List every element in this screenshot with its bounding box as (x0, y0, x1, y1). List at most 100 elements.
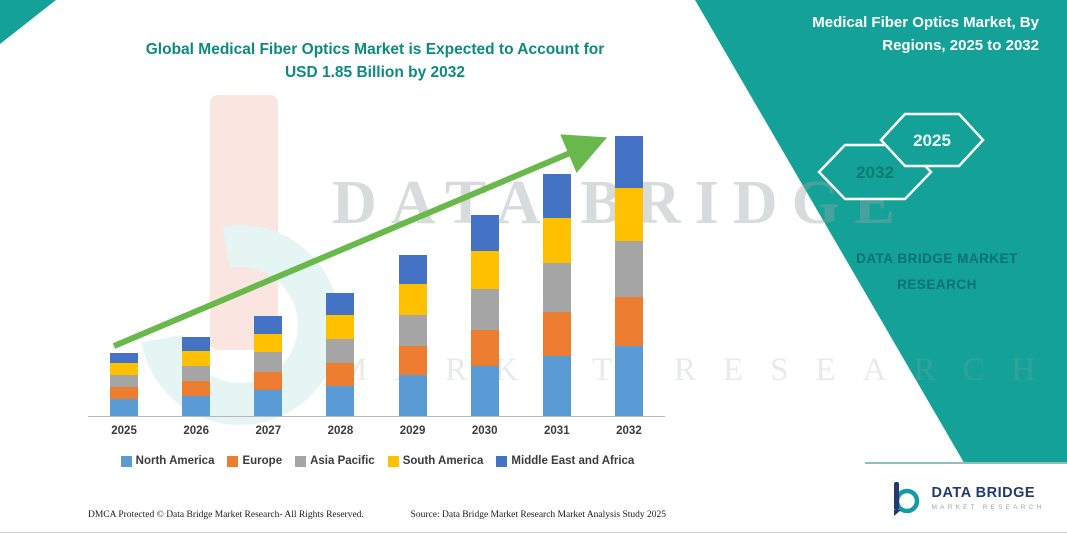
logo-title: DATA BRIDGE (931, 485, 1036, 501)
bar-cell-2030 (449, 132, 521, 416)
legend-item-south-america: South America (387, 455, 484, 467)
x-axis-label-2030: 2030 (471, 425, 498, 437)
stacked-bar-2029 (398, 255, 427, 416)
segment-2028-asia-pacific (326, 338, 355, 364)
corner-accent-triangle (0, 0, 56, 44)
stacked-bar-2030 (470, 214, 499, 416)
stacked-bar-2032 (614, 136, 643, 416)
brand-text-line2: RESEARCH (897, 276, 977, 292)
x-axis-label-2032: 2032 (616, 425, 642, 437)
segment-2029-north-america (398, 375, 427, 416)
bar-cell-2025 (88, 132, 160, 416)
segment-2028-middle-east-and-africa (326, 293, 355, 315)
legend-swatch-europe (227, 455, 239, 467)
segment-2029-europe (398, 346, 427, 376)
segment-2025-middle-east-and-africa (110, 352, 139, 364)
segment-2032-asia-pacific (614, 240, 643, 297)
segment-2030-north-america (470, 366, 499, 416)
segment-2025-south-america (110, 363, 139, 376)
chart-legend: North America Europe Asia Pacific South Ame… (85, 455, 670, 467)
x-axis-label-2029: 2029 (399, 425, 426, 437)
segment-2026-europe (182, 381, 211, 397)
bar-cell-2028 (304, 132, 376, 416)
legend-label: Asia Pacific (310, 455, 375, 467)
bar-cell-2027 (232, 132, 304, 416)
page-title-line2: USD 1.85 Billion by 2032 (284, 64, 466, 82)
segment-2026-asia-pacific (182, 366, 211, 382)
hexagon-2032-label: 2032 (856, 163, 894, 182)
stacked-bar-2027 (254, 316, 283, 416)
page-title: Global Medical Fiber Optics Market is Ex… (95, 38, 655, 85)
segment-2025-asia-pacific (110, 375, 139, 388)
segment-2031-north-america (542, 355, 571, 416)
x-axis-label-2026: 2026 (183, 425, 209, 437)
company-logo-box: DATA BRIDGE MARKET RESEARCH (865, 462, 1067, 532)
legend-swatch-south-america (387, 455, 399, 467)
legend-swatch-asia-pacific (295, 455, 307, 467)
stacked-bar-2025 (110, 352, 139, 416)
segment-2029-asia-pacific (398, 314, 427, 347)
segment-2032-middle-east-and-africa (614, 136, 643, 188)
legend-label: South America (402, 455, 484, 467)
segment-2026-south-america (182, 351, 211, 367)
hexagon-2025 (879, 112, 985, 168)
footer: DMCA Protected © Data Bridge Market Rese… (88, 510, 666, 520)
segment-2030-asia-pacific (470, 288, 499, 330)
watermark-sub-text: MARKET RESEARCH (338, 352, 1063, 388)
segment-2031-europe (542, 311, 571, 356)
segment-2031-middle-east-and-africa (542, 173, 571, 218)
stacked-bar-2031 (542, 173, 571, 416)
bar-cell-2032 (593, 132, 665, 416)
segment-2032-north-america (614, 346, 643, 416)
legend-item-middle-east-and-africa: Middle East and Africa (496, 455, 634, 467)
bar-cell-2026 (160, 132, 232, 416)
stacked-bar-2028 (326, 293, 355, 416)
brand-text: DATA BRIDGE MARKET RESEARCH (822, 246, 1052, 297)
legend-label: Europe (242, 455, 283, 467)
source-note: Source: Data Bridge Market Research Mark… (410, 510, 666, 520)
logo-subtitle: MARKET RESEARCH (931, 504, 1045, 511)
page-title-line1: Global Medical Fiber Optics Market is Ex… (145, 41, 605, 58)
segment-2030-south-america (470, 251, 499, 289)
legend-label: Middle East and Africa (511, 455, 635, 467)
x-axis-labels: 2025 2026 2027 2028 2029 2030 2031 2032 (88, 425, 665, 437)
segment-2028-north-america (326, 385, 355, 416)
legend-swatch-middle-east-and-africa (496, 455, 508, 467)
legend-item-asia-pacific: Asia Pacific (295, 455, 375, 467)
segment-2031-asia-pacific (542, 263, 571, 312)
segment-2029-south-america (398, 284, 427, 315)
dmca-notice: DMCA Protected © Data Bridge Market Rese… (88, 510, 364, 520)
segment-2027-middle-east-and-africa (254, 316, 283, 335)
hexagon-badges: 2032 2025 (817, 112, 985, 201)
segment-2030-middle-east-and-africa (470, 214, 499, 252)
bar-cell-2031 (521, 132, 593, 416)
legend-item-europe: Europe (227, 455, 282, 467)
segment-2032-europe (614, 296, 643, 347)
x-axis-label-2028: 2028 (327, 425, 354, 437)
legend-label: North America (135, 455, 215, 467)
hexagon-2025-label: 2025 (913, 131, 951, 150)
stacked-bar-chart (88, 132, 665, 417)
data-bridge-logo-icon (893, 482, 919, 516)
legend-swatch-north-america (120, 455, 132, 467)
segment-2028-south-america (326, 314, 355, 339)
segment-2031-south-america (542, 217, 571, 264)
stacked-bar-2026 (182, 337, 211, 416)
segment-2026-middle-east-and-africa (182, 337, 211, 352)
segment-2027-europe (254, 372, 283, 391)
segment-2027-south-america (254, 334, 283, 353)
side-panel-heading: Medical Fiber Optics Market, By Regions,… (812, 14, 1039, 54)
segment-2028-europe (326, 363, 355, 386)
segment-2027-asia-pacific (254, 352, 283, 373)
x-axis-label-2027: 2027 (255, 425, 282, 437)
segment-2030-europe (470, 329, 499, 367)
x-axis-label-2031: 2031 (544, 425, 570, 437)
segment-2026-north-america (182, 396, 211, 416)
legend-item-north-america: North America (120, 455, 215, 467)
bar-cell-2029 (377, 132, 449, 416)
segment-2029-middle-east-and-africa (398, 255, 427, 285)
bars-container (88, 132, 665, 416)
segment-2032-south-america (614, 187, 643, 241)
segment-2025-europe (110, 387, 139, 400)
